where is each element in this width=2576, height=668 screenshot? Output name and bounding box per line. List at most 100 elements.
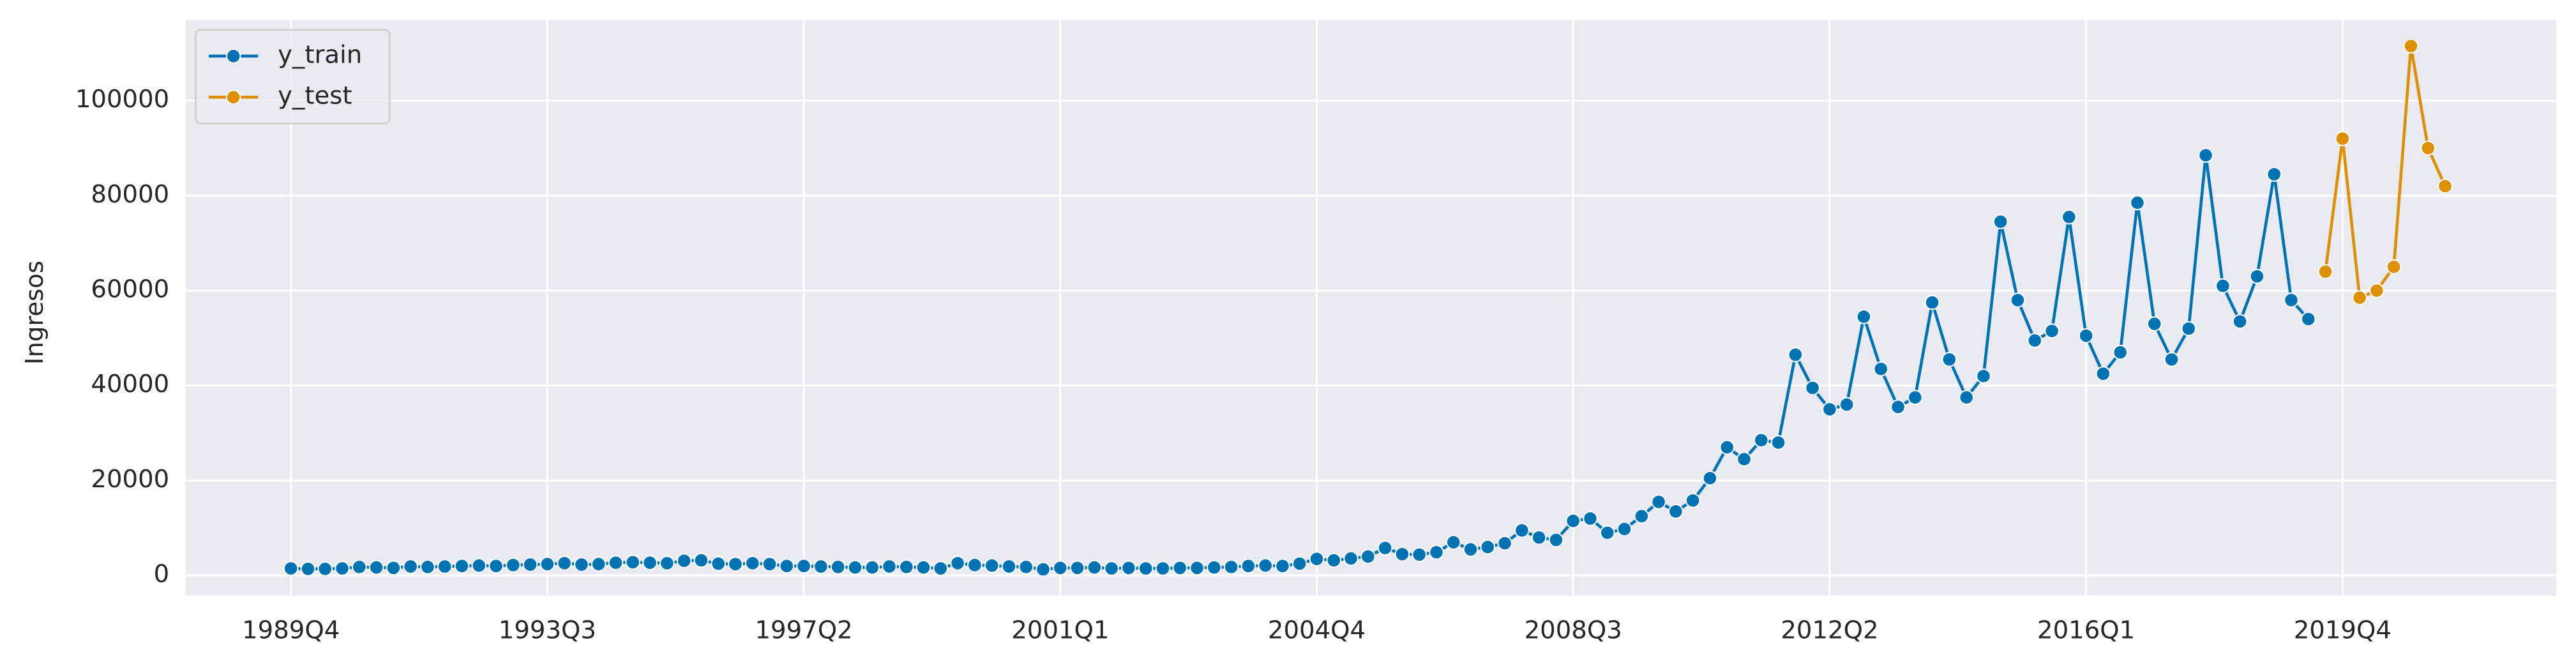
data-point [659, 556, 675, 571]
data-point [1463, 542, 1479, 558]
data-point [1839, 397, 1855, 413]
data-point [1001, 559, 1017, 574]
data-point [539, 556, 555, 572]
data-point [1616, 521, 1632, 537]
data-point [967, 557, 983, 573]
data-point [2010, 292, 2026, 308]
y-axis-label: Ingresos [20, 261, 49, 365]
data-point [2403, 38, 2419, 54]
x-tick-label: 2008Q3 [1525, 616, 1622, 645]
data-point [830, 559, 846, 575]
data-point [1822, 402, 1837, 417]
data-point [1052, 560, 1068, 576]
data-point [420, 559, 435, 575]
data-point [1907, 390, 1923, 406]
data-point [2044, 323, 2060, 339]
data-point [1480, 539, 1496, 555]
y-tick-label: 60000 [91, 275, 169, 304]
data-point [505, 557, 521, 573]
data-point [2215, 278, 2231, 294]
data-point [762, 556, 778, 572]
legend-box [195, 29, 391, 125]
series-line [2324, 45, 2447, 300]
data-point [1036, 561, 1051, 577]
legend-marker [225, 48, 241, 64]
data-point [1138, 561, 1154, 576]
data-point [1258, 558, 1274, 573]
data-point [676, 553, 692, 568]
legend-label: y_train [278, 40, 362, 69]
data-point [1412, 547, 1427, 563]
y-tick-label: 20000 [91, 465, 169, 494]
data-point [2420, 140, 2436, 156]
data-point [1976, 368, 1991, 384]
data-point [403, 559, 418, 574]
data-point [1343, 550, 1359, 566]
data-point [1992, 214, 2008, 230]
data-point [1292, 556, 1307, 572]
data-point [1599, 525, 1615, 541]
data-point [1172, 560, 1188, 576]
data-point [1018, 559, 1034, 575]
data-point [317, 561, 333, 577]
data-point [950, 556, 965, 571]
data-point [2181, 321, 2197, 337]
data-point [1360, 549, 1376, 565]
data-point [335, 561, 350, 576]
data-point [2352, 290, 2367, 306]
data-point [1087, 559, 1103, 575]
data-point [1753, 432, 1769, 448]
data-point [2300, 311, 2316, 327]
data-point [2335, 131, 2351, 146]
data-point [728, 556, 743, 572]
data-point [437, 559, 453, 574]
data-point [813, 559, 829, 574]
data-point [1702, 470, 1718, 486]
y-tick-label: 0 [154, 560, 170, 589]
data-point [882, 559, 897, 574]
data-point [557, 556, 573, 571]
x-tick-label: 2001Q1 [1011, 616, 1109, 645]
data-point [1959, 390, 1975, 406]
data-point [1719, 439, 1735, 455]
data-point [1121, 560, 1136, 576]
data-point [933, 561, 949, 576]
data-point [1309, 551, 1325, 567]
data-point [471, 558, 487, 573]
data-point [1497, 535, 1512, 551]
data-point [2061, 209, 2077, 225]
data-point [1531, 529, 1547, 545]
data-point [574, 557, 589, 572]
data-point [1890, 399, 1906, 415]
data-point [1651, 494, 1666, 510]
data-point [1668, 503, 1683, 519]
data-point [744, 556, 760, 571]
y-tick-label: 80000 [91, 180, 169, 209]
x-tick-label: 1989Q4 [242, 616, 340, 645]
data-point [2027, 333, 2043, 348]
legend-marker [225, 89, 241, 105]
data-point [1941, 352, 1957, 367]
y-tick-label: 40000 [91, 370, 169, 399]
data-point [1189, 560, 1205, 576]
legend-label: y_test [278, 82, 352, 110]
x-tick-label: 1997Q2 [755, 616, 852, 645]
x-tick-label: 2012Q2 [1781, 616, 1878, 645]
data-point [283, 561, 299, 576]
data-point [2095, 366, 2111, 382]
data-point [1583, 511, 1598, 526]
data-point [642, 555, 658, 570]
data-point [1924, 294, 1940, 310]
data-point [2198, 148, 2213, 163]
data-point [1223, 559, 1239, 575]
data-point [625, 554, 641, 570]
data-point [1770, 435, 1786, 450]
data-point [984, 558, 1000, 573]
data-point [1805, 380, 1820, 396]
data-point [454, 558, 470, 574]
data-point [2437, 178, 2453, 194]
data-point [522, 557, 538, 572]
data-point [711, 556, 727, 572]
data-point [1240, 558, 1256, 574]
